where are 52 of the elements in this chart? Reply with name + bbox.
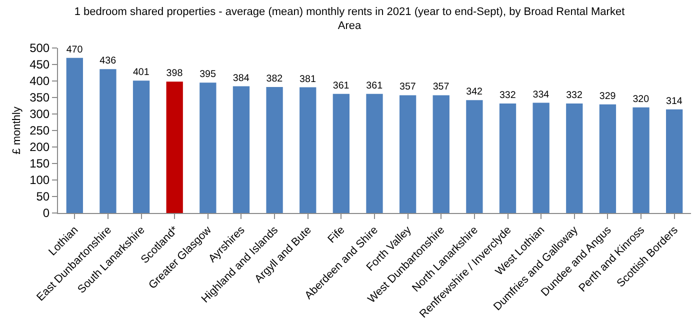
y-tick-label: 150 [30,156,50,171]
data-label: 470 [66,44,84,56]
data-label: 395 [200,69,217,80]
data-label: 361 [366,80,383,92]
y-tick-label: 500 [30,41,50,56]
bar [566,103,583,213]
y-tick-label: 300 [30,107,50,122]
y-tick-label: 100 [30,173,50,188]
data-label: 329 [599,90,616,102]
data-label: 332 [499,90,516,101]
bar [399,95,416,213]
bar [366,94,383,213]
bar [100,69,116,213]
y-axis-title: £ monthly [11,106,24,154]
data-label: 401 [132,67,150,78]
bar [332,94,350,213]
y-tick-label: 250 [30,124,50,138]
y-tick-label: 200 [30,140,50,154]
data-label: 332 [566,90,582,101]
bar [432,95,450,213]
y-tick-label: 0 [42,206,50,220]
data-label: 381 [300,74,316,85]
bar [132,80,150,213]
bar [166,82,183,213]
bar [499,103,516,213]
data-label: 357 [432,82,450,93]
bar [66,58,83,213]
data-label: 384 [232,72,250,84]
x-tick-label: Fife [326,224,348,246]
bar [532,102,550,213]
chart-title: 1 bedroom shared properties - average (mean) monthly rents in 2021 (year to end-Sept), by Broad Rental Market Area [74,6,625,32]
data-label: 342 [466,86,483,98]
bar [232,86,250,213]
data-label: 334 [532,89,550,100]
y-tick-label: 400 [30,74,50,88]
bar [200,82,216,213]
bar [632,107,650,213]
y-tick-label: 350 [30,90,50,105]
y-tick-label: 450 [30,58,50,72]
data-label: 314 [666,96,683,107]
bar [266,86,283,213]
bar [666,109,683,213]
bar [466,100,483,213]
data-label: 361 [332,80,350,92]
data-label: 320 [632,94,650,105]
data-label: 357 [400,82,416,93]
data-label: 398 [166,68,184,80]
bar [599,104,616,213]
y-tick-label: 50 [36,190,50,204]
data-label: 382 [266,73,283,84]
data-label: 436 [100,56,117,67]
bar [300,87,316,213]
